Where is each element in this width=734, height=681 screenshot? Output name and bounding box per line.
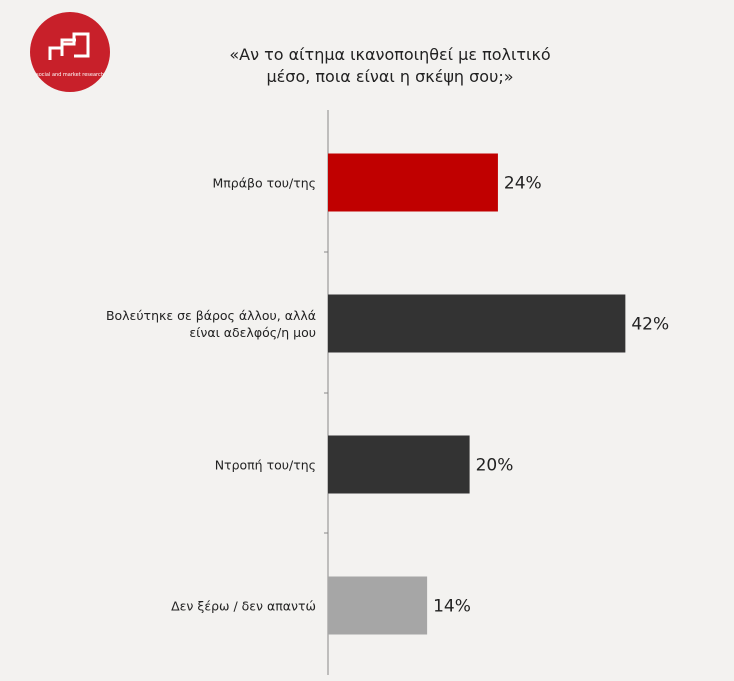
- logo-text: social and market research: [36, 72, 104, 78]
- category-label: Ντροπή του/της: [214, 457, 316, 472]
- title-line: μέσο, ποια είναι η σκέψη σου;»: [266, 67, 514, 86]
- value-label: 20%: [476, 456, 514, 476]
- bar: [328, 294, 626, 353]
- bar: [328, 153, 498, 212]
- bar: [328, 576, 428, 635]
- value-label: 42%: [631, 315, 669, 335]
- value-label: 14%: [433, 597, 471, 617]
- category-label: Δεν ξέρω / δεν απαντώ: [171, 598, 316, 613]
- logo: [30, 12, 110, 92]
- logo-mark: [48, 32, 90, 60]
- category-label: Βολεύτηκε σε βάρος άλλου, αλλά είναι αδε…: [105, 307, 316, 340]
- title-line: «Αν το αίτημα ικανοποιηθεί με πολιτικό: [229, 45, 551, 64]
- bar: [328, 435, 470, 494]
- value-label: 24%: [504, 174, 542, 194]
- axis-ticks: [324, 251, 328, 534]
- chart-title: «Αν το αίτημα ικανοποιηθεί με πολιτικό μ…: [180, 44, 600, 88]
- category-label: Μπράβο του/της: [212, 175, 317, 190]
